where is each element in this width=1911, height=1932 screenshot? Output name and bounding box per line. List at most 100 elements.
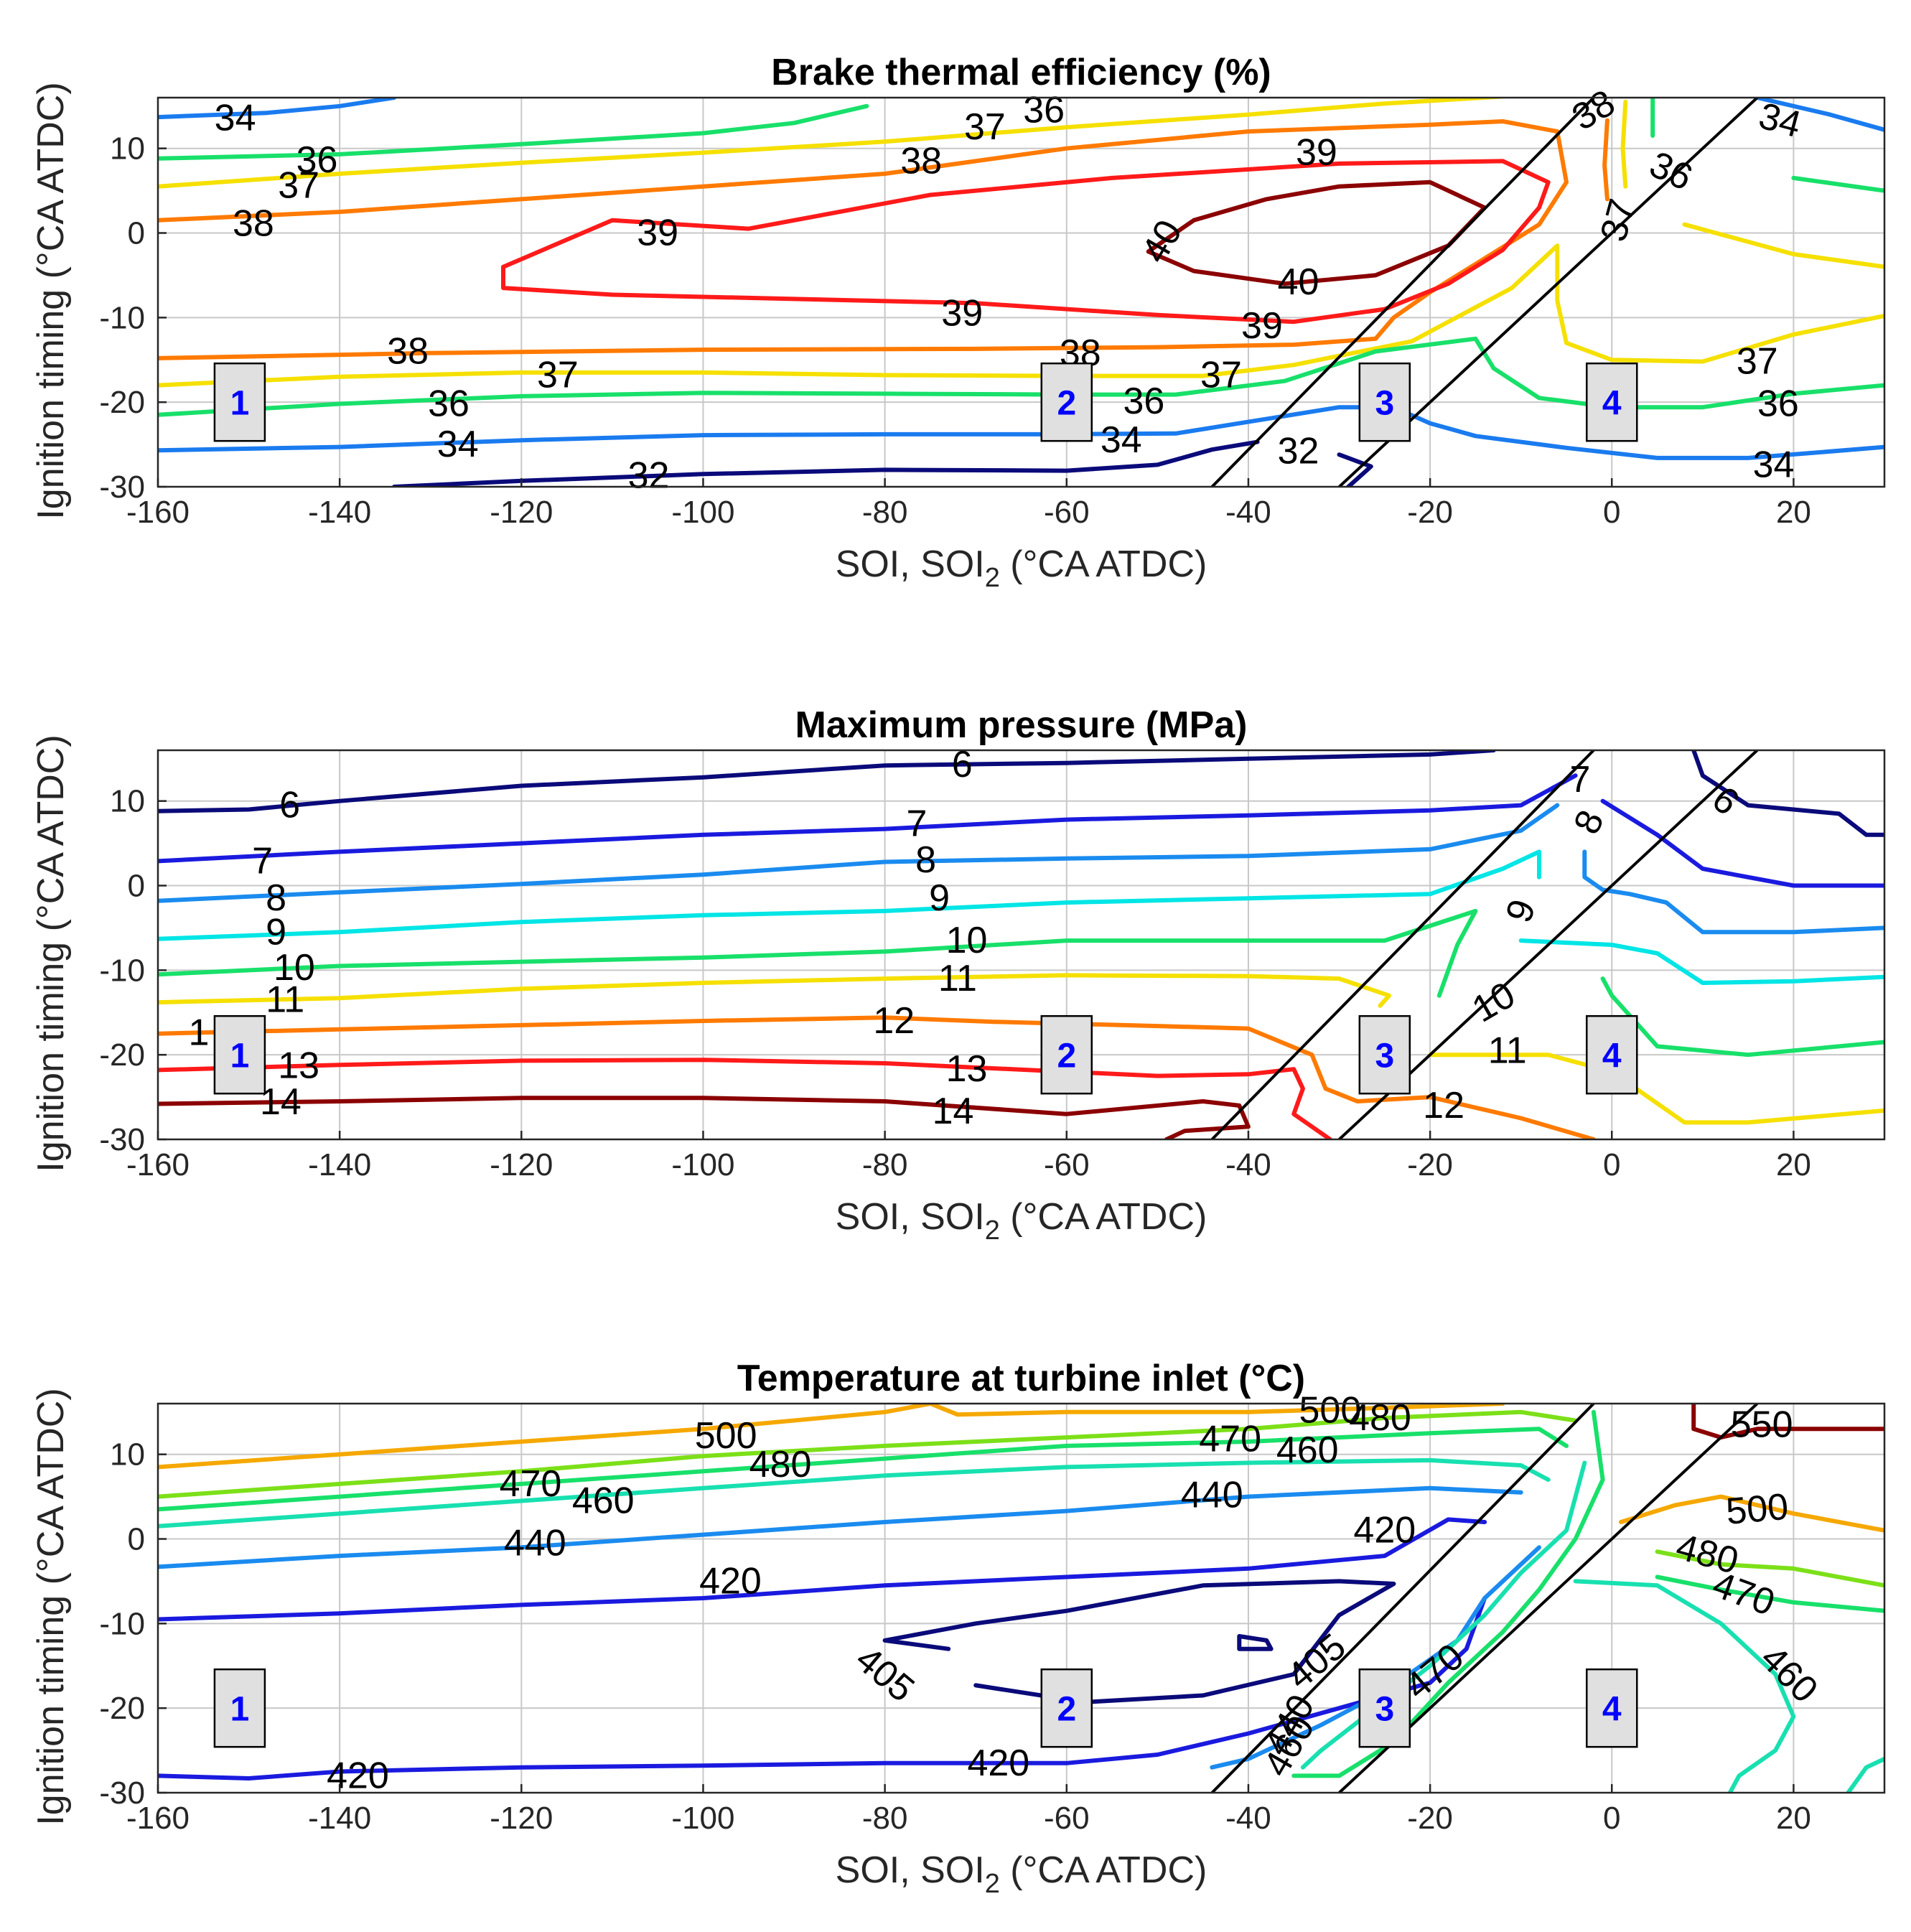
contour-label: 11 [1488,1030,1527,1071]
x-tick-label: -40 [1225,1801,1271,1836]
contour-label: 10 [1465,974,1522,1031]
x-tick-label: -20 [1407,1801,1453,1836]
contour-label: 470 [1707,1564,1780,1624]
contour-line [1602,118,1609,202]
x-tick-label: -60 [1044,1801,1090,1836]
x-tick-label: 0 [1603,1801,1620,1836]
y-tick-label: -30 [99,1775,145,1811]
y-tick-label: 10 [110,131,145,167]
contour-line [1300,1460,1587,1770]
contour-line [1237,1634,1274,1651]
contour-label: 39 [1241,305,1283,347]
contour-label: 12 [1423,1085,1464,1126]
x-axis-label: SOI, SOI2 (°CA ATDC) [836,543,1207,593]
contour-label: 500 [1299,1389,1361,1431]
contour-label: 12 [873,1000,915,1042]
x-tick-label: -60 [1044,495,1090,530]
contour-label: 7 [906,803,927,845]
x-tick-label: -80 [862,495,908,530]
contour-line [1618,1494,1884,1533]
x-axis-label-main: SOI, SOI [836,1849,985,1891]
contour-line [158,1517,1487,1622]
contour-label: 460 [572,1480,635,1522]
y-tick-label: 10 [110,1437,145,1473]
region-label: 2 [1057,1691,1076,1729]
contour-line [158,1457,1551,1529]
contour-line [158,1015,1596,1139]
contour-label: 7 [1569,759,1590,801]
x-axis-label-subscript: 2 [985,1869,1000,1899]
region-label: 3 [1375,1691,1394,1729]
x-tick-label: -20 [1407,1147,1453,1182]
contour-label: 8 [915,839,936,881]
contour-label: 1 [188,1012,209,1054]
contour-line [158,803,1560,903]
x-tick-label: -100 [671,1801,734,1836]
contour-label: 11 [938,958,977,999]
contour-line [158,908,1478,998]
contour-label: 32 [1278,431,1319,472]
x-tick-label: -120 [490,1147,553,1182]
contour-label: 470 [1199,1418,1261,1460]
contour-label: 37 [1593,195,1644,246]
region-box [1586,1668,1638,1748]
contour-line [158,849,1541,941]
contour-line [1682,222,1884,269]
axes-frame [156,1402,1886,1794]
chart-title: Maximum pressure (MPa) [795,704,1248,746]
x-axis-label-main: SOI, SOI [836,543,985,585]
regime-boundary-line [1210,750,1595,1139]
contour-label: 420 [327,1755,389,1796]
region-label: 1 [230,1691,250,1729]
region-box [1586,362,1638,442]
region-label: 4 [1602,1691,1622,1729]
contour-line [158,1427,1569,1512]
contour-label: 405 [848,1638,922,1710]
contour-label: 420 [699,1560,762,1602]
contour-label: 480 [749,1444,812,1485]
x-tick-label: 20 [1776,495,1811,530]
y-tick-label: 0 [128,869,145,904]
contour-label: 13 [946,1048,988,1090]
contour-label: 32 [628,455,670,497]
contour-label: 14 [933,1091,974,1132]
x-tick-label: -140 [308,495,371,530]
contour-label: 36 [296,139,338,181]
contour-label: 500 [695,1415,757,1457]
contour-label: 9 [266,911,286,953]
x-tick-label: -80 [862,1147,908,1182]
axes-frame [156,96,1886,488]
contour-label: 36 [428,383,469,425]
contour-label: 34 [437,424,479,465]
contour-label: 440 [504,1522,566,1564]
contour-label: 40 [1278,261,1319,303]
contour-line [158,98,397,120]
region-label: 4 [1602,1037,1622,1075]
region-label: 1 [230,1037,250,1075]
x-axis-label-main: SOI, SOI [836,1196,985,1238]
x-tick-label: -40 [1225,1147,1271,1182]
region-box [213,1014,266,1095]
contour-label: 470 [500,1463,562,1505]
chart-title: Temperature at turbine inlet (°C) [737,1358,1305,1399]
x-axis-label: SOI, SOI2 (°CA ATDC) [836,1849,1207,1899]
contour-label: 40 [1134,213,1190,270]
x-tick-label: -80 [862,1801,908,1836]
contour-line [158,773,1578,864]
x-axis-label-unit: (°CA ATDC) [1000,543,1207,585]
contour-line [1691,750,1884,837]
regime-boundary-line [1210,98,1595,487]
contour-label: 10 [274,947,315,989]
region-box [1358,1668,1411,1748]
region-label: 3 [1375,385,1394,423]
contour-lines [158,750,1884,1139]
contour-label: 8 [266,877,286,919]
y-axis-label: Ignition timing (°CA ATDC) [30,82,72,519]
contour-label: 500 [1724,1486,1790,1533]
contour-line [1573,1579,1796,1793]
contour-label: 440 [1181,1474,1243,1516]
x-tick-label: -120 [490,495,553,530]
